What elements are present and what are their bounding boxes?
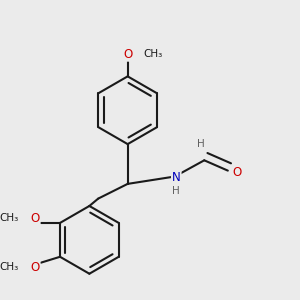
- Text: CH₃: CH₃: [0, 262, 19, 272]
- Text: H: H: [172, 186, 180, 196]
- Text: O: O: [30, 212, 40, 225]
- Text: N: N: [172, 172, 181, 184]
- Text: O: O: [232, 166, 241, 178]
- Text: O: O: [30, 261, 40, 274]
- Text: H: H: [197, 139, 205, 149]
- Text: CH₃: CH₃: [0, 214, 19, 224]
- Text: O: O: [123, 48, 132, 61]
- Text: CH₃: CH₃: [144, 49, 163, 59]
